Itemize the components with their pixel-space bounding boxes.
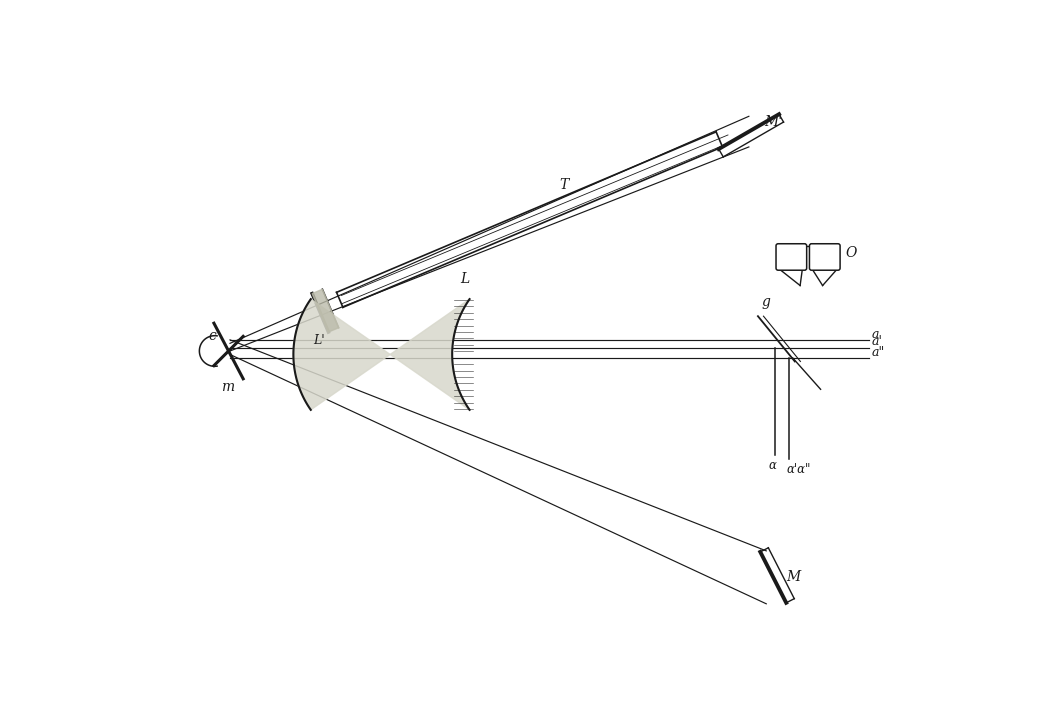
Text: M': M' [764,115,783,129]
Text: g: g [762,295,770,309]
Polygon shape [294,299,469,410]
Text: a": a" [871,346,885,359]
Text: L': L' [312,334,324,347]
Text: T: T [559,178,568,192]
FancyBboxPatch shape [809,244,841,270]
FancyBboxPatch shape [776,244,807,270]
Text: O: O [845,246,856,260]
Text: m: m [221,380,235,395]
Text: M: M [786,570,800,584]
Text: c: c [208,329,216,343]
Text: L: L [460,272,469,286]
Text: α'α": α'α" [786,463,810,476]
Text: α: α [769,459,776,472]
Text: a: a [871,328,878,340]
Polygon shape [312,289,339,332]
Text: a': a' [871,336,883,348]
